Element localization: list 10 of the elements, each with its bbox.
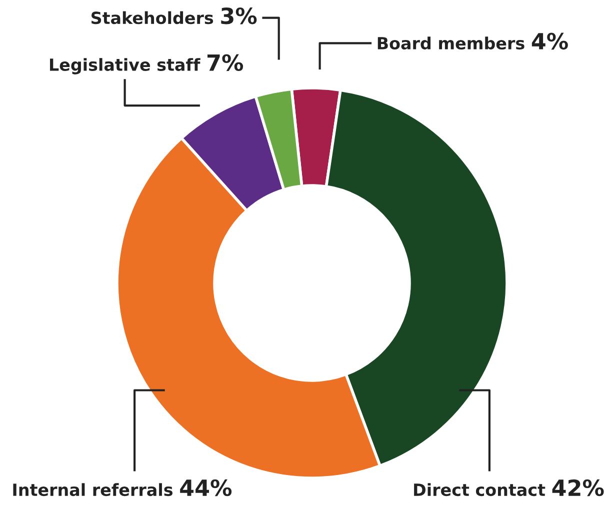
data-label: 4% [532, 32, 568, 50]
slice-label: Stakeholders [91, 11, 214, 24]
slice-label: Legislative staff [50, 58, 200, 74]
data-label: 42% [552, 479, 604, 496]
data-label: 3% [221, 7, 257, 24]
data-label: 44% [180, 479, 232, 496]
slice-label: Internal referrals [13, 483, 172, 496]
slice-label: Board members [378, 36, 524, 50]
data-label: 7% [208, 54, 244, 72]
slice-label: Direct contact [414, 483, 546, 496]
